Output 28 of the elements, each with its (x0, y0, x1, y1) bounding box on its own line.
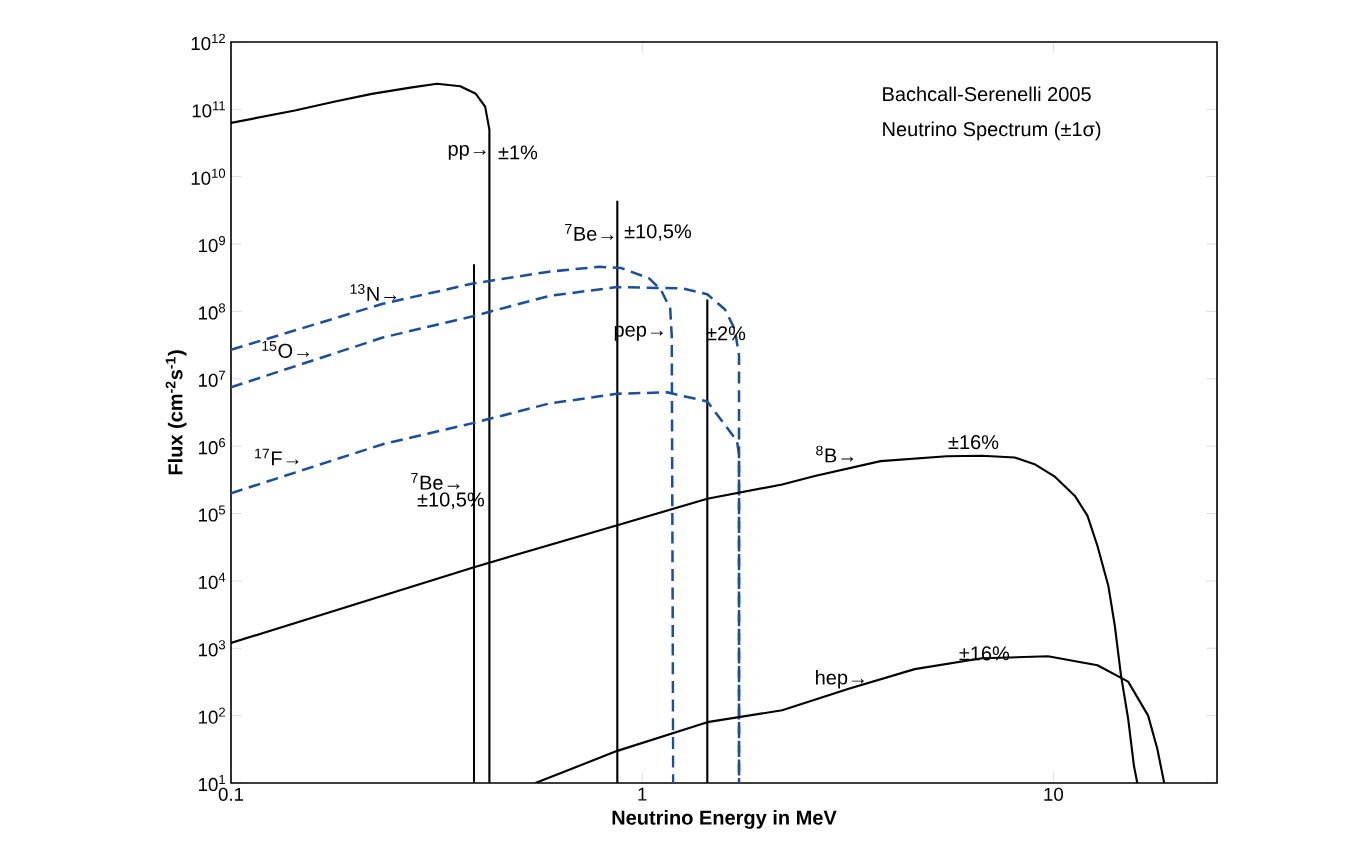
annotation: ±1% (498, 145, 538, 160)
y-axis-title: Flux (cm$^{-2}$s$^{-1}$) (165, 350, 187, 475)
annotation: pp→ (448, 144, 486, 160)
y-tick-label: 10$^{4}$ (199, 572, 226, 589)
y-tick-label: 10$^{10}$ (191, 168, 226, 185)
y-tick-label: 10$^{5}$ (199, 505, 226, 522)
text: Bachcall-Serenelli 2005 (883, 86, 1091, 102)
annotation: $^{15}$O→ (262, 341, 310, 358)
x-axis-title: Neutrino Energy in MeV (612, 810, 837, 829)
y-tick-label: 10$^{3}$ (199, 640, 226, 657)
y-tick-label: 10$^{12}$ (191, 33, 225, 51)
annotation: $^{7}$Be→ (565, 224, 614, 241)
annotation: ±10,5% (624, 224, 692, 241)
x-tick-label: 10 (1044, 787, 1064, 801)
annotation: hep→ (816, 669, 864, 689)
y-tick-label: 10$^{6}$ (199, 438, 226, 455)
y-tick-label: 10$^{11}$ (192, 101, 225, 118)
y-tick-label: 10$^{2}$ (199, 707, 225, 724)
text: Neutrino Spectrum (±1σ) (883, 121, 1101, 141)
y-tick-label: 10$^{8}$ (199, 303, 226, 320)
annotation: $^{17}$F→ (255, 448, 299, 466)
annotation: $^{8}$B→ (816, 445, 854, 463)
y-tick-label: 10$^{9}$ (199, 235, 226, 253)
y-tick-label: 10$^{7}$ (199, 370, 225, 387)
annotation: ±16% (948, 435, 999, 450)
annotation: $^{7}$Be→ (411, 473, 460, 490)
annotation: $^{13}$N→ (350, 284, 397, 301)
x-tick-label: 1 (638, 787, 647, 801)
